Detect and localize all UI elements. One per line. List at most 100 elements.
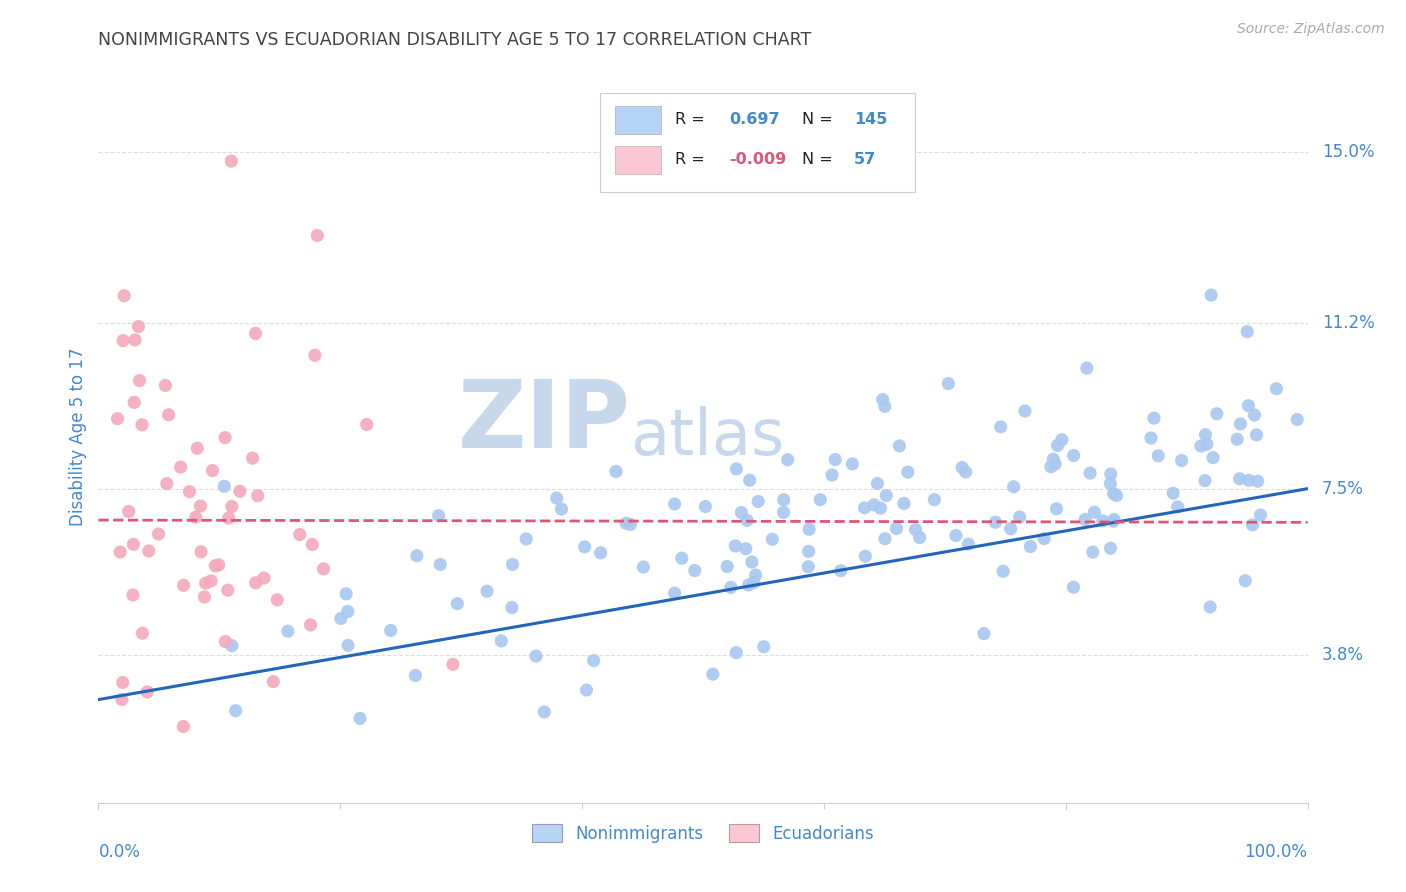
Point bbox=[734, 541, 756, 556]
Point bbox=[242, 451, 264, 466]
Point bbox=[533, 705, 555, 719]
Point bbox=[1008, 510, 1031, 524]
Point bbox=[288, 527, 311, 541]
Point bbox=[776, 452, 799, 467]
Point bbox=[1234, 574, 1257, 588]
Point bbox=[112, 334, 135, 348]
Point bbox=[212, 479, 235, 493]
Point bbox=[853, 500, 876, 515]
Point bbox=[797, 544, 820, 558]
Point bbox=[683, 564, 706, 578]
Point bbox=[446, 597, 468, 611]
Point bbox=[875, 489, 897, 503]
Point bbox=[1042, 452, 1064, 467]
Point bbox=[1161, 486, 1184, 500]
Point bbox=[575, 683, 598, 698]
Legend: Nonimmigrants, Ecuadorians: Nonimmigrants, Ecuadorians bbox=[526, 818, 880, 849]
Point bbox=[797, 522, 820, 536]
Text: atlas: atlas bbox=[630, 406, 785, 468]
Point bbox=[1237, 474, 1260, 488]
Point bbox=[1140, 431, 1163, 445]
Point bbox=[984, 515, 1007, 529]
Point bbox=[122, 588, 145, 602]
Point bbox=[863, 498, 886, 512]
Point bbox=[724, 539, 747, 553]
Point bbox=[221, 500, 243, 514]
Point bbox=[725, 646, 748, 660]
Point bbox=[179, 484, 201, 499]
Point bbox=[277, 624, 299, 639]
Point bbox=[904, 523, 927, 537]
Text: N =: N = bbox=[803, 153, 838, 168]
Point bbox=[184, 510, 207, 524]
Point bbox=[491, 633, 513, 648]
Point bbox=[633, 560, 655, 574]
Point bbox=[1194, 427, 1216, 442]
Text: 7.5%: 7.5% bbox=[1322, 480, 1364, 498]
Point bbox=[253, 571, 276, 585]
Point bbox=[262, 674, 284, 689]
Point bbox=[873, 400, 896, 414]
Text: 3.8%: 3.8% bbox=[1322, 646, 1364, 664]
Point bbox=[808, 492, 831, 507]
Text: 57: 57 bbox=[855, 153, 876, 168]
Point bbox=[1046, 438, 1069, 452]
Point bbox=[111, 675, 134, 690]
Point bbox=[131, 417, 153, 432]
Point bbox=[950, 460, 973, 475]
Point bbox=[744, 568, 766, 582]
Point bbox=[752, 640, 775, 654]
Point bbox=[404, 668, 426, 682]
Point bbox=[821, 468, 844, 483]
Point bbox=[1002, 480, 1025, 494]
Point bbox=[1078, 466, 1101, 480]
Point bbox=[138, 544, 160, 558]
Point bbox=[266, 592, 288, 607]
Bar bbox=[614, 146, 661, 174]
Point bbox=[380, 624, 402, 638]
Text: N =: N = bbox=[803, 112, 838, 128]
Point bbox=[747, 494, 769, 508]
Point bbox=[217, 583, 239, 598]
Point bbox=[1102, 486, 1125, 500]
Point bbox=[797, 559, 820, 574]
Point bbox=[1167, 500, 1189, 514]
Point bbox=[1170, 453, 1192, 467]
Point bbox=[229, 484, 252, 499]
Point bbox=[1099, 476, 1122, 491]
Point bbox=[853, 549, 876, 564]
Point bbox=[737, 578, 759, 592]
Point bbox=[1062, 580, 1084, 594]
Point bbox=[336, 604, 359, 618]
Point bbox=[349, 711, 371, 725]
Point bbox=[824, 452, 846, 467]
Point bbox=[1143, 411, 1166, 425]
Point bbox=[1246, 428, 1268, 442]
Point bbox=[1237, 399, 1260, 413]
Point bbox=[664, 497, 686, 511]
Point bbox=[118, 504, 141, 518]
Point bbox=[725, 462, 748, 476]
Text: Source: ZipAtlas.com: Source: ZipAtlas.com bbox=[1237, 22, 1385, 37]
Point bbox=[136, 685, 159, 699]
Text: ZIP: ZIP bbox=[457, 376, 630, 468]
FancyBboxPatch shape bbox=[600, 94, 915, 192]
Point bbox=[312, 562, 335, 576]
Point bbox=[695, 500, 717, 514]
Point bbox=[173, 578, 195, 592]
Point bbox=[1039, 459, 1062, 474]
Point bbox=[589, 546, 612, 560]
Point bbox=[1243, 408, 1265, 422]
Point bbox=[356, 417, 378, 432]
Point bbox=[991, 564, 1014, 578]
Point bbox=[186, 441, 208, 455]
Point bbox=[1241, 517, 1264, 532]
Point bbox=[1045, 501, 1067, 516]
Point bbox=[897, 465, 920, 479]
Text: -0.009: -0.009 bbox=[730, 153, 787, 168]
Point bbox=[1081, 545, 1104, 559]
Text: R =: R = bbox=[675, 112, 710, 128]
Point bbox=[190, 545, 212, 559]
Bar bbox=[614, 106, 661, 134]
Point bbox=[221, 154, 243, 169]
